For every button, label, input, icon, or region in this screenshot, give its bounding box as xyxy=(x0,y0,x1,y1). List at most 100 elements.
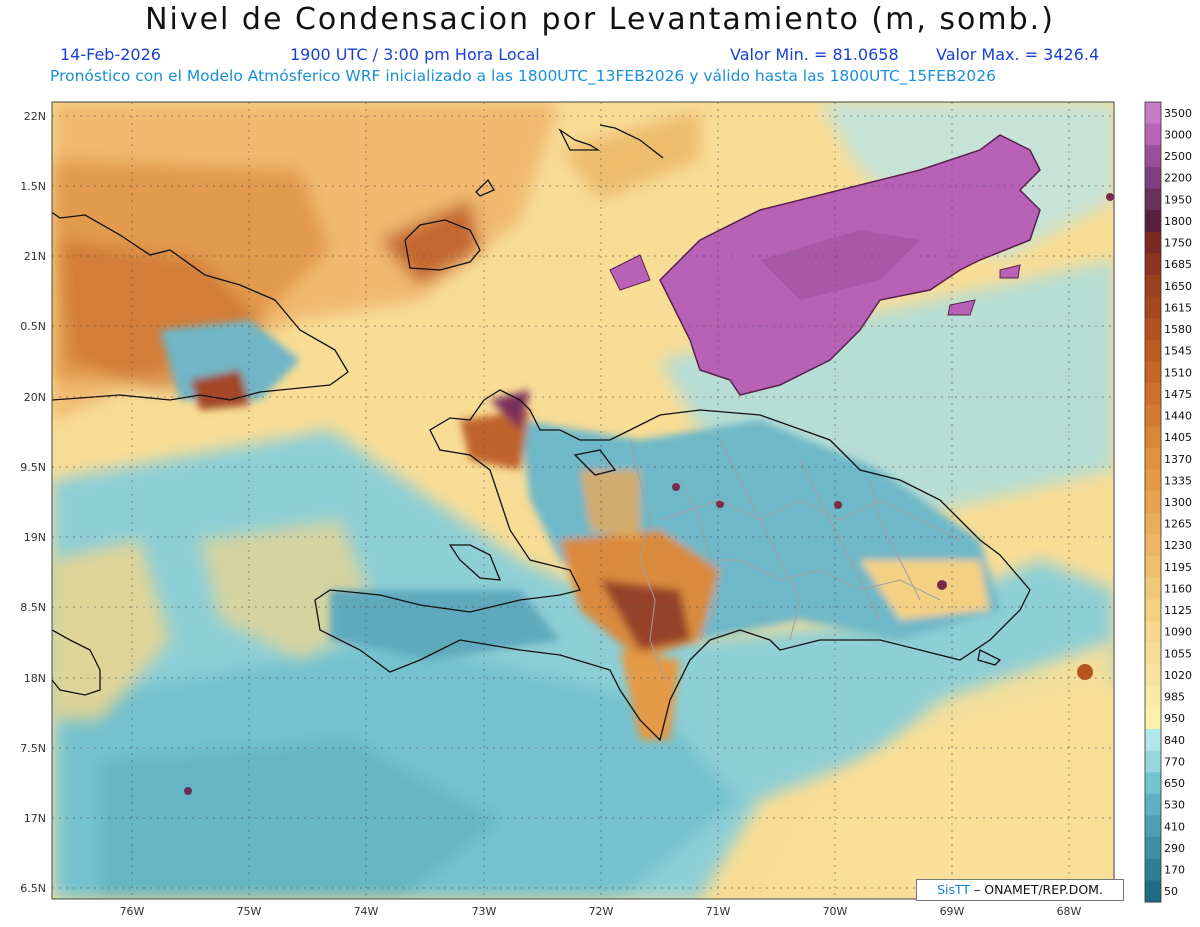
colorbar-label: 1405 xyxy=(1164,431,1192,444)
credit-org: – ONAMET/REP.DOM. xyxy=(974,882,1103,897)
colorbar-swatch xyxy=(1145,188,1161,211)
colorbar-label: 1440 xyxy=(1164,410,1192,423)
colorbar-label: 985 xyxy=(1164,691,1185,704)
lon-label: 74W xyxy=(354,905,379,918)
colorbar-label: 50 xyxy=(1164,885,1178,898)
field-layer xyxy=(52,102,1114,899)
colorbar-label: 840 xyxy=(1164,734,1185,747)
colorbar-label: 770 xyxy=(1164,755,1185,768)
colorbar-swatch xyxy=(1145,491,1161,514)
lon-label: 76W xyxy=(120,905,145,918)
colorbar-swatch xyxy=(1145,296,1161,319)
forecast-date: 14-Feb-2026 xyxy=(60,45,161,64)
colorbar-label: 2500 xyxy=(1164,150,1192,163)
colorbar-label: 1055 xyxy=(1164,647,1192,660)
colorbar-label: 1545 xyxy=(1164,345,1192,358)
colorbar-swatch xyxy=(1145,793,1161,817)
lat-label: 17N xyxy=(24,812,46,825)
colorbar-label: 290 xyxy=(1164,842,1185,855)
colorbar-swatch xyxy=(1145,166,1161,189)
colorbar-label: 1510 xyxy=(1164,366,1192,379)
lon-label: 71W xyxy=(706,905,731,918)
lon-labels: 76W 75W 74W 73W 72W 71W 70W 69W 68W xyxy=(120,905,1082,918)
colorbar-swatch xyxy=(1145,210,1161,233)
colorbar-label: 530 xyxy=(1164,799,1185,812)
colorbar-swatch xyxy=(1145,231,1161,254)
colorbar-swatch xyxy=(1145,404,1161,427)
colorbar-frame xyxy=(1144,101,1162,903)
lat-label: 22N xyxy=(24,110,46,123)
colorbar-label: 1650 xyxy=(1164,280,1192,293)
colorbar-swatch xyxy=(1145,707,1161,730)
colorbar-swatch xyxy=(1145,772,1161,795)
colorbar-swatch xyxy=(1145,339,1161,362)
colorbar-label: 1685 xyxy=(1164,258,1192,271)
colorbar-label: 950 xyxy=(1164,712,1185,725)
lat-label: 21N xyxy=(24,250,46,263)
lat-label: 6.5N xyxy=(20,882,46,895)
lat-label: 8.5N xyxy=(20,601,46,614)
map-title: Nivel de Condensacion por Levantamiento … xyxy=(145,2,1055,37)
lat-label: 18N xyxy=(24,672,46,685)
colorbar-swatch xyxy=(1145,469,1161,492)
lon-label: 73W xyxy=(472,905,497,918)
lon-label: 72W xyxy=(589,905,614,918)
colorbar-swatch xyxy=(1145,102,1161,125)
colorbar-swatch xyxy=(1145,815,1161,838)
colorbar-swatch xyxy=(1145,274,1161,298)
lon-label: 70W xyxy=(823,905,848,918)
colorbar-label: 1950 xyxy=(1164,193,1192,206)
lat-label: 9.5N xyxy=(20,461,46,474)
colorbar-swatch xyxy=(1145,858,1161,881)
forecast-note: Pronóstico con el Modelo Atmósferico WRF… xyxy=(50,67,996,85)
colorbar-label: 1020 xyxy=(1164,669,1192,682)
sistt-logo: SisTT xyxy=(937,882,971,897)
colorbar-label: 1265 xyxy=(1164,518,1192,531)
colorbar-swatch xyxy=(1145,534,1161,557)
colorbar-swatch xyxy=(1145,620,1161,644)
colorbar-swatch xyxy=(1145,123,1161,146)
colorbar-swatch xyxy=(1145,729,1161,752)
colorbar-swatch xyxy=(1145,685,1161,708)
colorbar-swatch xyxy=(1145,447,1161,471)
colorbar-swatch xyxy=(1145,145,1161,168)
lat-label: 1.5N xyxy=(20,180,46,193)
colorbar-swatch xyxy=(1145,512,1161,535)
colorbar-label: 1195 xyxy=(1164,561,1192,574)
colorbar-label: 1125 xyxy=(1164,604,1192,617)
colorbar-label: 1580 xyxy=(1164,323,1192,336)
lon-label: 68W xyxy=(1057,905,1082,918)
lon-label: 69W xyxy=(940,905,965,918)
colorbar: 3500 3000 2500 2200 1950 1800 1750 1685 1650 1615… xyxy=(1144,101,1192,903)
colorbar-label: 3500 xyxy=(1164,107,1192,120)
min-value: Valor Min. = 81.0658 xyxy=(730,45,899,64)
colorbar-swatch xyxy=(1145,837,1161,860)
colorbar-label: 1090 xyxy=(1164,626,1192,639)
credit-box: SisTT – ONAMET/REP.DOM. xyxy=(916,879,1124,901)
colorbar-label: 1230 xyxy=(1164,539,1192,552)
colorbar-swatch xyxy=(1145,318,1161,341)
colorbar-label: 1750 xyxy=(1164,237,1192,250)
province-borders xyxy=(629,439,961,681)
colorbar-label: 1475 xyxy=(1164,388,1192,401)
colorbar-label: 1615 xyxy=(1164,301,1192,314)
colorbar-swatch xyxy=(1145,361,1161,384)
plot-frame xyxy=(51,101,1115,900)
lat-label: 20N xyxy=(24,391,46,404)
colorbar-label: 1300 xyxy=(1164,496,1192,509)
colorbar-label: 1800 xyxy=(1164,215,1192,228)
colorbar-swatch xyxy=(1145,426,1161,449)
colorbar-label: 3000 xyxy=(1164,128,1192,141)
lon-label: 75W xyxy=(237,905,262,918)
lat-labels: 22N 1.5N 21N 0.5N 20N 9.5N 19N 8.5N 18N … xyxy=(20,110,46,895)
colorbar-label: 2200 xyxy=(1164,172,1192,185)
colorbar-label: 1370 xyxy=(1164,453,1192,466)
max-value: Valor Max. = 3426.4 xyxy=(936,45,1100,64)
colorbar-swatch xyxy=(1145,664,1161,687)
colorbar-label: 410 xyxy=(1164,820,1185,833)
colorbar-swatch xyxy=(1145,556,1161,579)
lat-label: 7.5N xyxy=(20,742,46,755)
colorbar-label: 1335 xyxy=(1164,474,1192,487)
colorbar-swatch xyxy=(1145,642,1161,665)
